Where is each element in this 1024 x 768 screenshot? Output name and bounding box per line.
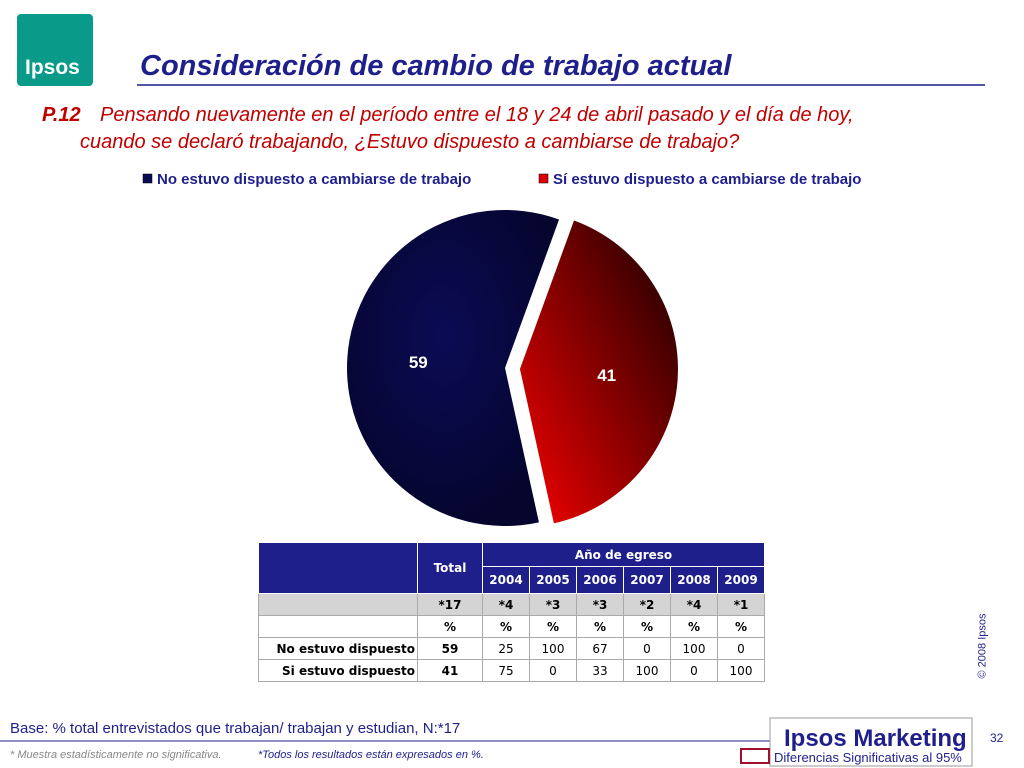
table-cell: *4 xyxy=(482,593,530,616)
table-cell xyxy=(258,615,418,638)
table-cell: 2008 xyxy=(670,566,718,594)
significance-box xyxy=(740,748,770,764)
question-line: cuando se declaró trabajando, ¿Estuvo di… xyxy=(80,131,740,153)
table-row: Si estuvo dispuesto 41 75 0 33 100 0 100 xyxy=(258,659,765,682)
table-row: Total Año de egreso xyxy=(258,542,765,594)
table-cell: 59 xyxy=(417,637,483,660)
base-note: Base: % total entrevistados que trabajan… xyxy=(10,720,461,737)
table-cell: 100 xyxy=(670,637,718,660)
footnote: *Todos los resultados están expresados e… xyxy=(258,749,484,761)
title: Consideración de cambio de trabajo actua… xyxy=(140,50,732,82)
table-cell: 75 xyxy=(482,659,530,682)
question-code: P.12 xyxy=(42,104,81,126)
page-number: 32 xyxy=(990,731,1004,745)
question-line: Pensando nuevamente en el período entre … xyxy=(100,104,854,126)
table-cell: % xyxy=(417,615,483,638)
table-cell xyxy=(258,542,418,594)
table-row: %%%%%%% xyxy=(258,615,765,638)
table-cell: % xyxy=(529,615,577,638)
table-cell: Año de egreso xyxy=(482,542,765,567)
table-cell: 100 xyxy=(623,659,671,682)
pie-slice xyxy=(347,210,560,527)
table-row: *17 *4 *3 *3 *2 *4 *1 xyxy=(258,593,765,616)
table-cell: *2 xyxy=(623,593,671,616)
table-cell: 67 xyxy=(576,637,624,660)
table-cell: *4 xyxy=(670,593,718,616)
table-cell: 41 xyxy=(417,659,483,682)
table-cell: 0 xyxy=(623,637,671,660)
legend-label: Sí estuvo dispuesto a cambiarse de traba… xyxy=(553,171,861,188)
table-cell: 100 xyxy=(717,659,765,682)
table-cell: 0 xyxy=(529,659,577,682)
table-cell: Si estuvo dispuesto xyxy=(258,659,418,682)
table: Total Año de egreso 2004 2005 2006 2007 2008 20… xyxy=(258,542,765,682)
table-cell: 2009 xyxy=(717,566,765,594)
legend-swatch xyxy=(538,173,549,184)
copyright: © 2008 Ipsos xyxy=(976,613,989,679)
table-cell: *17 xyxy=(417,593,483,616)
table-row: No estuvo dispuesto 59 25 100 67 0 100 0 xyxy=(258,637,765,660)
table-cell: % xyxy=(576,615,624,638)
table-cell: 2006 xyxy=(576,566,624,594)
logo-text: Ipsos xyxy=(25,56,80,79)
logo: Ipsos xyxy=(17,14,93,86)
table-cell: *3 xyxy=(529,593,577,616)
brand: Ipsos Marketing xyxy=(784,725,967,752)
table-cell: 0 xyxy=(670,659,718,682)
data-label: 59 xyxy=(409,353,428,372)
table-cell: Total xyxy=(417,542,483,594)
table-cell: 100 xyxy=(529,637,577,660)
table-cell: 2005 xyxy=(529,566,577,594)
table-cell: *1 xyxy=(717,593,765,616)
table-cell: 0 xyxy=(717,637,765,660)
table-cell: % xyxy=(623,615,671,638)
significance-note: Diferencias Significativas al 95% xyxy=(774,750,962,765)
brand-box xyxy=(769,717,973,767)
footnote: * Muestra estadísticamente no significat… xyxy=(10,749,222,761)
table-cell: % xyxy=(482,615,530,638)
table-cell: 2004 xyxy=(482,566,530,594)
table-cell: 2007 xyxy=(623,566,671,594)
table-cell: 33 xyxy=(576,659,624,682)
table-cell: *3 xyxy=(576,593,624,616)
pie-slice xyxy=(519,220,678,524)
table-cell: % xyxy=(670,615,718,638)
table-cell: 25 xyxy=(482,637,530,660)
table-row: 2004 2005 2006 2007 2008 2009 xyxy=(259,566,765,594)
data-label: 41 xyxy=(597,366,616,385)
legend-swatch xyxy=(142,173,153,184)
table-cell: No estuvo dispuesto xyxy=(258,637,418,660)
table-cell: % xyxy=(717,615,765,638)
table-cell xyxy=(258,593,418,616)
legend-label: No estuvo dispuesto a cambiarse de traba… xyxy=(157,171,471,188)
